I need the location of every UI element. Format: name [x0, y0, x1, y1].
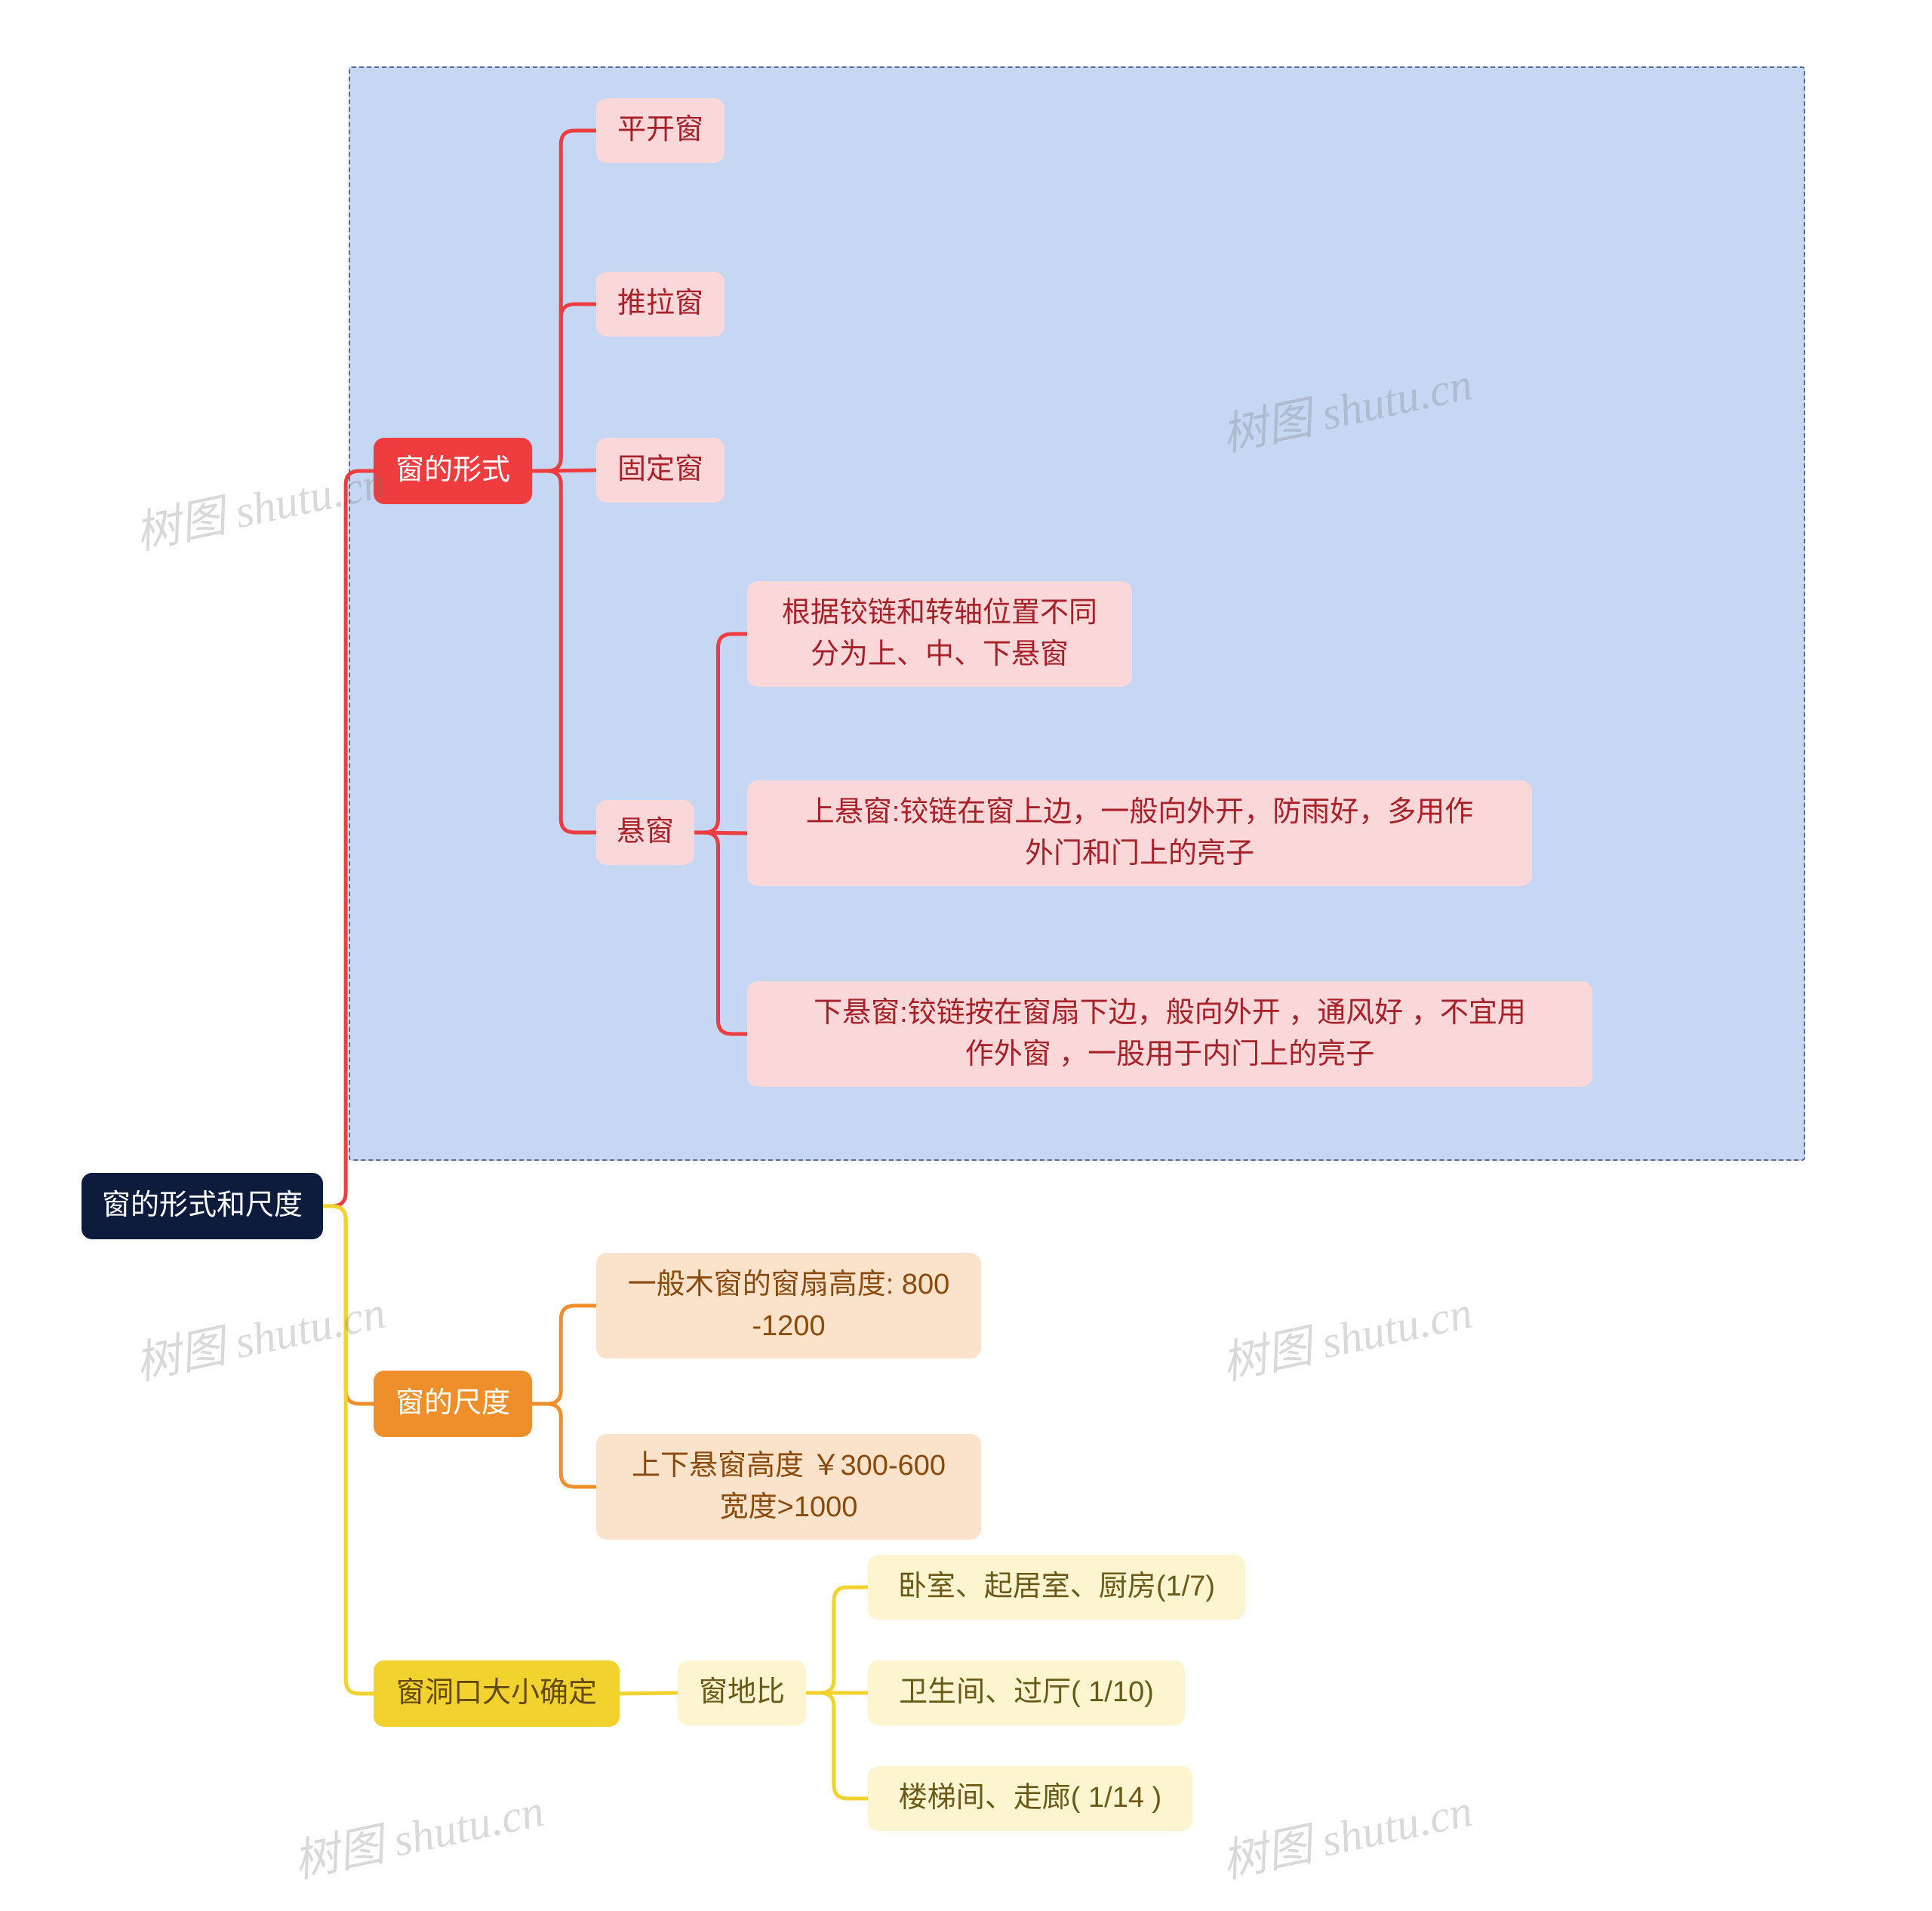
leaf-pivot-height[interactable]: 上下悬窗高度 ￥300-600 宽度>1000	[596, 1434, 981, 1540]
leaf-pivot-top[interactable]: 上悬窗:铰链在窗上边，一般向外开，防雨好，多用作 外门和门上的亮子	[747, 780, 1532, 886]
leaf-ratio[interactable]: 窗地比	[678, 1660, 806, 1725]
connectors-layer	[0, 0, 1932, 1911]
leaf-ratio-bedroom[interactable]: 卧室、起居室、厨房(1/7)	[868, 1555, 1245, 1620]
leaf-pivot-classify[interactable]: 根据铰链和转轴位置不同 分为上、中、下悬窗	[747, 581, 1132, 687]
leaf-sliding[interactable]: 推拉窗	[596, 272, 724, 337]
leaf-pivot[interactable]: 悬窗	[596, 800, 694, 865]
leaf-fixed[interactable]: 固定窗	[596, 438, 724, 503]
branch-window-form[interactable]: 窗的形式	[374, 438, 532, 504]
leaf-ratio-stair[interactable]: 楼梯间、走廊( 1/14 )	[868, 1766, 1192, 1831]
leaf-ratio-bath[interactable]: 卫生间、过厅( 1/10)	[868, 1660, 1185, 1725]
leaf-wood-height[interactable]: 一般木窗的窗扇高度: 800 -1200	[596, 1253, 981, 1359]
leaf-casement[interactable]: 平开窗	[596, 98, 724, 163]
leaf-pivot-bottom[interactable]: 下悬窗:铰链按在窗扇下边，般向外开 ，通风好 ，不宜用 作外窗 ，一股用于内门上…	[747, 981, 1592, 1087]
root-node[interactable]: 窗的形式和尺度	[82, 1173, 323, 1239]
branch-window-size[interactable]: 窗的尺度	[374, 1371, 532, 1437]
branch-opening-size[interactable]: 窗洞口大小确定	[374, 1660, 620, 1727]
